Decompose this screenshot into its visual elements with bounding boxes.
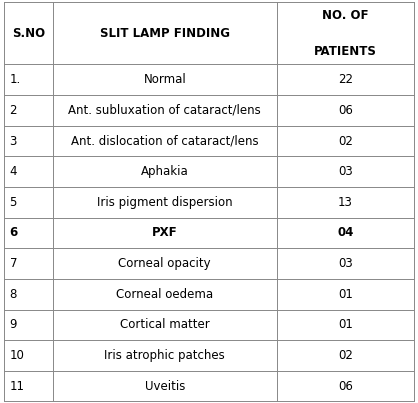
Text: 4: 4 [10,165,17,178]
Text: 01: 01 [338,288,353,301]
Text: Iris pigment dispersion: Iris pigment dispersion [97,196,232,209]
Text: 11: 11 [10,380,25,393]
Text: 22: 22 [338,73,353,86]
Text: 10: 10 [10,349,25,362]
Text: 02: 02 [338,349,353,362]
Text: 02: 02 [338,135,353,147]
Text: 03: 03 [338,165,353,178]
Text: 5: 5 [10,196,17,209]
Text: Corneal oedema: Corneal oedema [116,288,213,301]
Text: 1.: 1. [10,73,21,86]
Text: NO. OF

PATIENTS: NO. OF PATIENTS [314,9,377,58]
Text: Ant. subluxation of cataract/lens: Ant. subluxation of cataract/lens [69,104,261,117]
Text: 06: 06 [338,380,353,393]
Text: Iris atrophic patches: Iris atrophic patches [104,349,225,362]
Text: 7: 7 [10,257,17,270]
Text: 06: 06 [338,104,353,117]
Text: Uveitis: Uveitis [145,380,185,393]
Text: PXF: PXF [152,226,178,239]
Text: Corneal opacity: Corneal opacity [118,257,211,270]
Text: SLIT LAMP FINDING: SLIT LAMP FINDING [100,27,230,40]
Text: Ant. dislocation of cataract/lens: Ant. dislocation of cataract/lens [71,135,259,147]
Text: Normal: Normal [143,73,186,86]
Text: 3: 3 [10,135,17,147]
Text: 6: 6 [10,226,18,239]
Text: 2: 2 [10,104,17,117]
Text: S.NO: S.NO [12,27,45,40]
Text: 8: 8 [10,288,17,301]
Text: 9: 9 [10,318,17,331]
Text: 04: 04 [337,226,354,239]
Text: Aphakia: Aphakia [141,165,189,178]
Text: 03: 03 [338,257,353,270]
Text: 01: 01 [338,318,353,331]
Text: Cortical matter: Cortical matter [120,318,210,331]
Text: 13: 13 [338,196,353,209]
